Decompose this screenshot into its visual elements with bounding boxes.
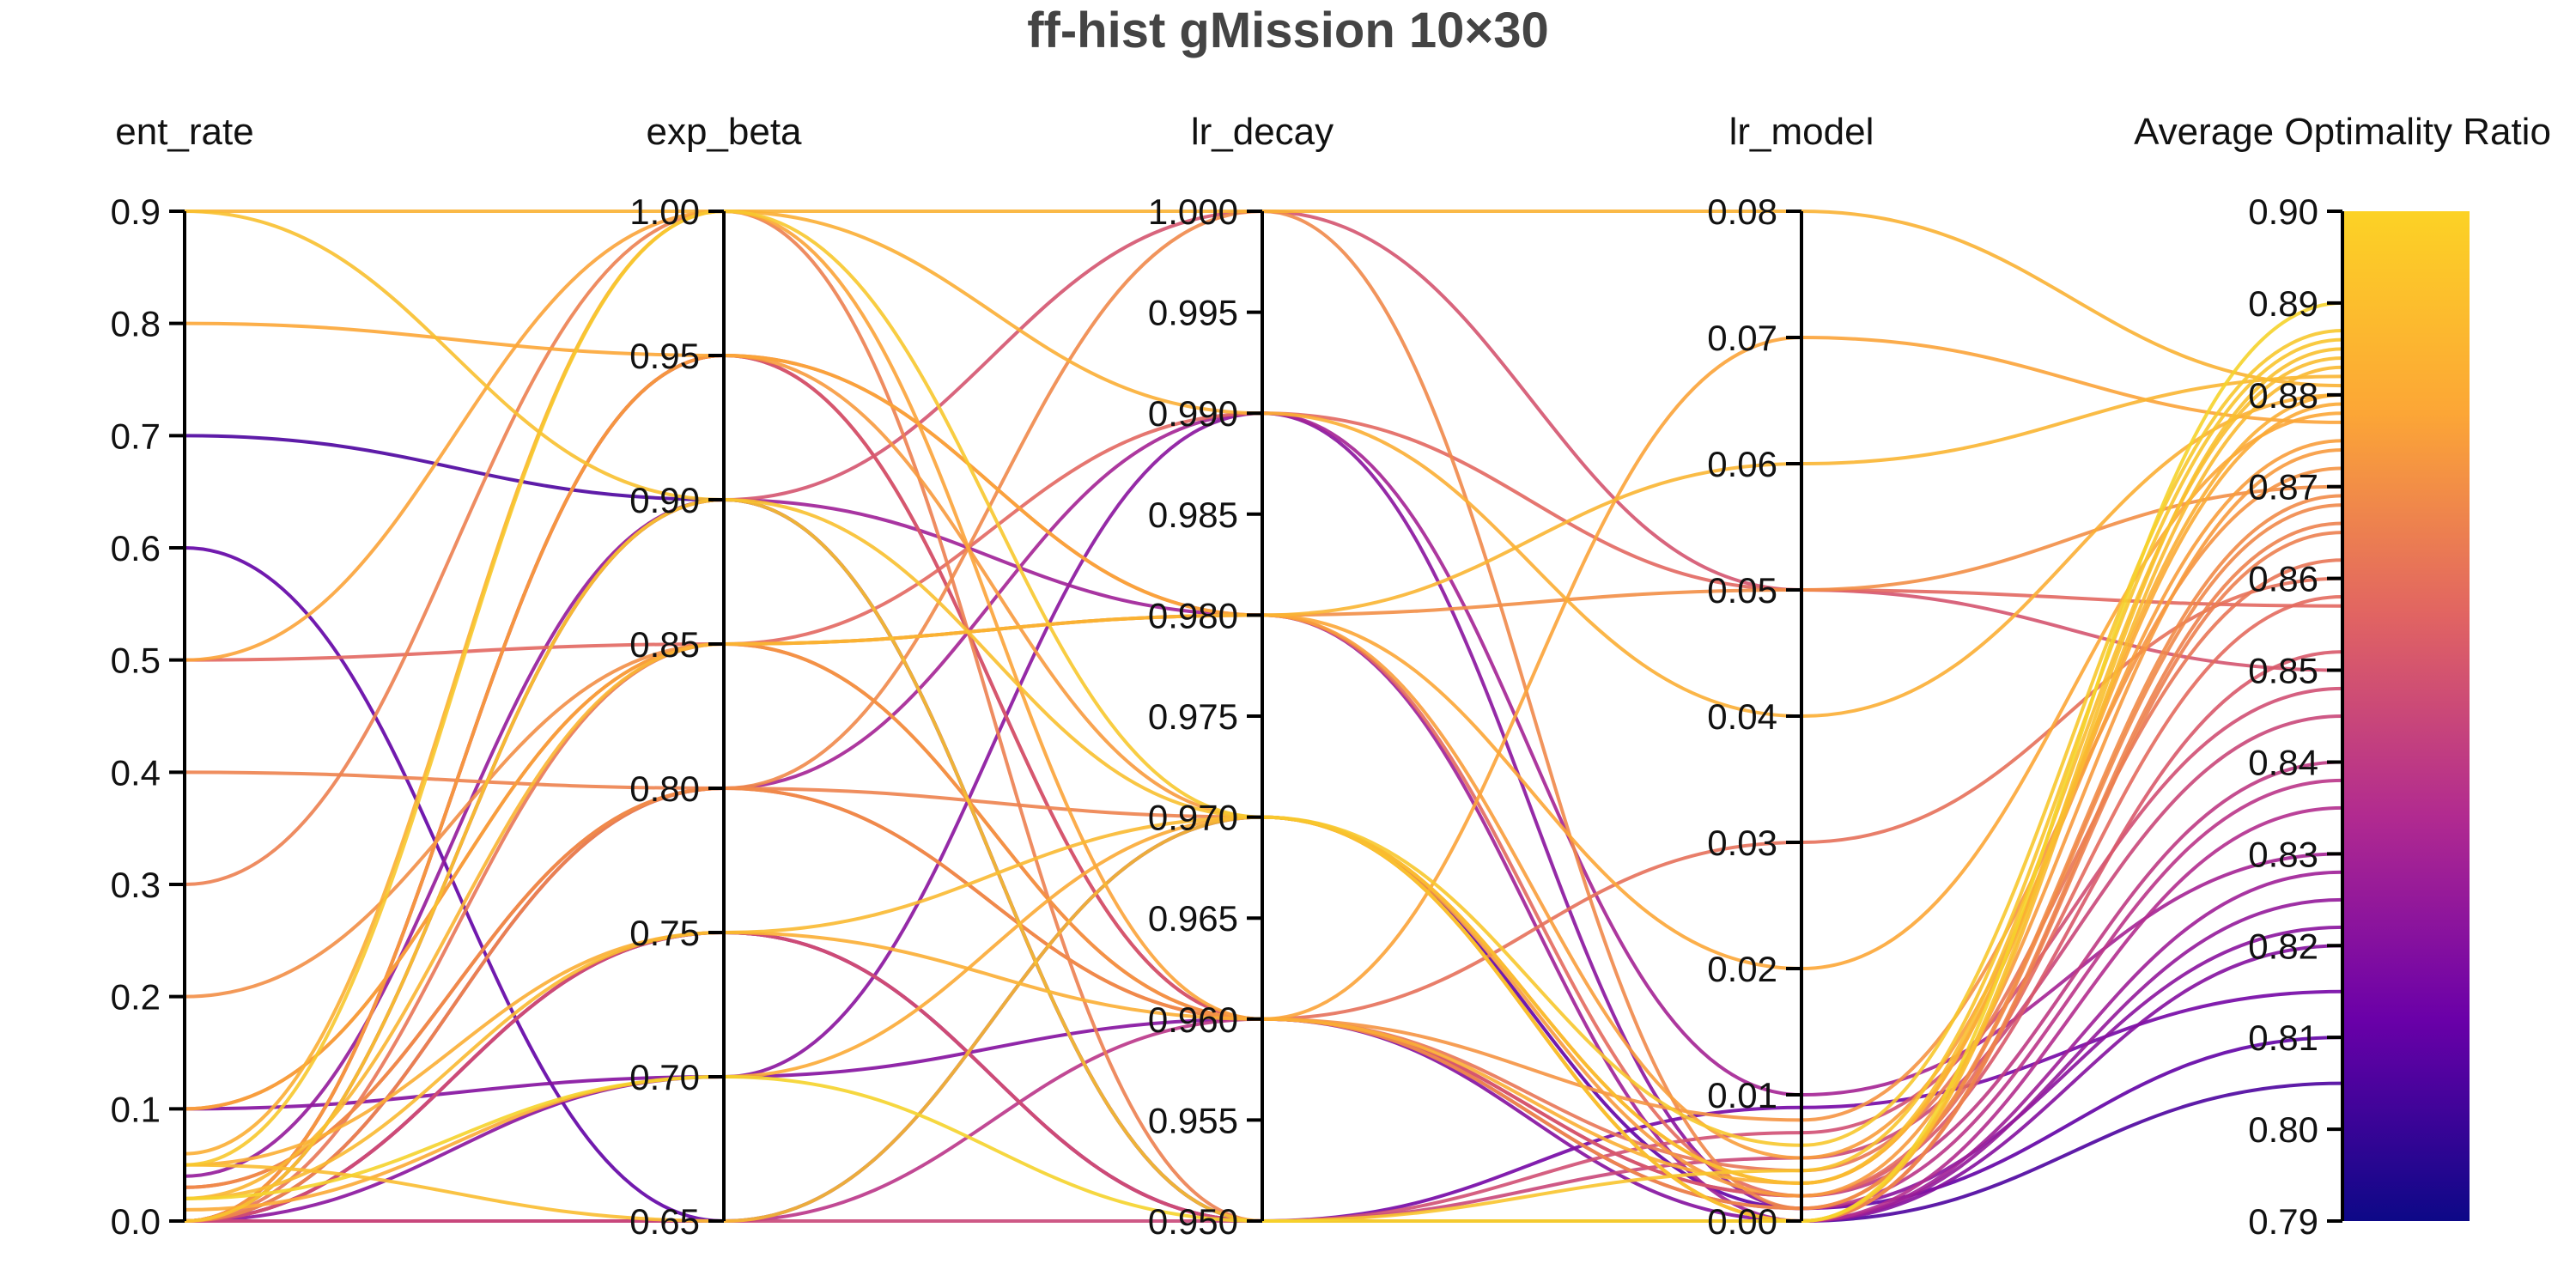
tick-label: 0.86 [2248,559,2318,599]
tick-label: 0.8 [111,304,161,344]
tick-label: 0.1 [111,1089,161,1129]
tick-label: 1.00 [629,191,700,232]
tick-label: 0.65 [629,1201,700,1242]
tick-label: 0.90 [2248,191,2318,232]
series-line [184,374,2343,1200]
tick-label: 0.88 [2248,375,2318,416]
tick-label: 0.965 [1148,898,1238,939]
tick-label: 0.06 [1707,444,1777,484]
tick-label: 0.87 [2248,467,2318,507]
tick-label: 0.960 [1148,999,1238,1040]
tick-label: 0.7 [111,416,161,456]
tick-label: 0.70 [629,1057,700,1097]
tick-label: 0.90 [629,480,700,520]
tick-label: 0.79 [2248,1201,2318,1242]
tick-label: 0.84 [2248,742,2318,782]
tick-label: 0.950 [1148,1201,1238,1242]
series-line [184,337,2343,1224]
axis-title: Average Optimality Ratio [2134,111,2551,153]
tick-label: 0.970 [1148,798,1238,838]
tick-label: 0.4 [111,752,161,793]
tick-label: 0.05 [1707,570,1777,611]
tick-label: 0.9 [111,191,161,232]
tick-label: 0.2 [111,977,161,1018]
tick-label: 0.990 [1148,393,1238,434]
tick-label: 0.85 [2248,651,2318,691]
tick-label: 0.83 [2248,834,2318,874]
chart-title: ff-hist gMission 10×30 [1027,3,1549,58]
tick-label: 0.0 [111,1201,161,1242]
tick-label: 0.5 [111,641,161,681]
tick-label: 1.000 [1148,191,1238,232]
series-lines [184,209,2343,1224]
tick-label: 0.03 [1707,823,1777,863]
tick-label: 0.95 [629,336,700,376]
axis-title: ent_rate [115,111,253,153]
tick-label: 0.3 [111,865,161,905]
tick-label: 0.00 [1707,1201,1777,1242]
tick-label: 0.955 [1148,1100,1238,1140]
tick-label: 0.08 [1707,191,1777,232]
tick-label: 0.81 [2248,1018,2318,1058]
axes: ent_rate 0.0 0.1 0.2 0.3 0.4 0.5 0.6 0.7 0.8 0.9 ex… [111,111,2551,1242]
tick-label: 0.89 [2248,283,2318,324]
tick-label: 0.6 [111,528,161,568]
tick-label: 0.980 [1148,595,1238,635]
tick-label: 0.80 [2248,1109,2318,1150]
tick-label: 0.07 [1707,318,1777,358]
tick-label: 0.75 [629,913,700,953]
axis-title: lr_model [1729,111,1874,153]
tick-label: 0.995 [1148,293,1238,333]
axis-title: exp_beta [646,111,802,153]
tick-label: 0.82 [2248,926,2318,966]
axis-title: lr_decay [1191,111,1334,153]
tick-label: 0.80 [629,769,700,809]
series-line [184,321,2343,971]
tick-label: 0.01 [1707,1075,1777,1115]
tick-label: 0.02 [1707,949,1777,989]
series-line [184,209,2343,1021]
tick-label: 0.975 [1148,696,1238,737]
tick-label: 0.85 [629,624,700,665]
tick-label: 0.985 [1148,495,1238,535]
series-line [184,210,2343,1224]
series-line [184,301,2343,1224]
tick-label: 0.04 [1707,696,1777,737]
series-line [184,209,2343,1167]
colorbar [2342,211,2470,1221]
